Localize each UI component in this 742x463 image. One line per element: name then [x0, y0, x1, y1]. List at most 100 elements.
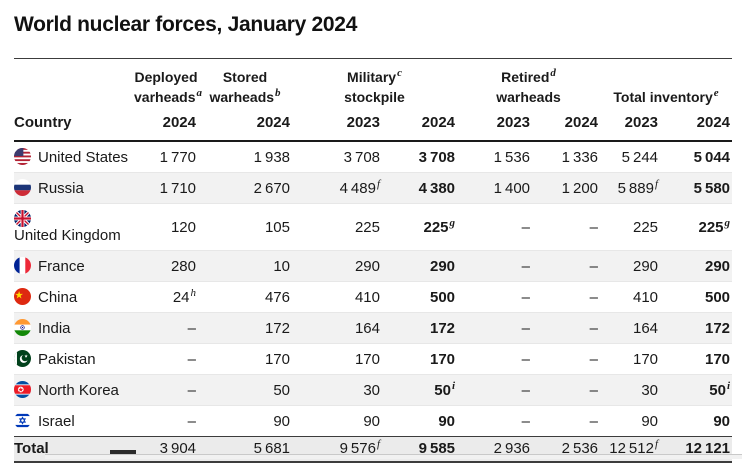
- value-cell: 476: [198, 281, 292, 313]
- value-cell: 3 708: [343, 148, 380, 166]
- flag-kp-icon: [14, 381, 38, 399]
- value-cell: 3 708: [418, 148, 456, 166]
- value-cell: 1 938: [253, 148, 290, 166]
- page-title: World nuclear forces, January 2024: [14, 13, 358, 36]
- value-cell: –: [532, 312, 601, 344]
- value-cell: 1 710: [134, 172, 198, 204]
- horizontal-scrollbar-track[interactable]: [45, 454, 742, 459]
- footnote-marker: a: [196, 86, 202, 99]
- nuclear-forces-table-page: World nuclear forces, January 2024 Deplo…: [0, 13, 742, 463]
- value-cell: 410: [600, 281, 661, 313]
- value-cell: 290: [292, 250, 382, 282]
- group-header-retired: Retiredd warheads: [496, 67, 561, 105]
- group-header-deployed: Deployed varheadsa: [134, 69, 202, 105]
- value-cell: 1 400: [457, 172, 533, 204]
- footnote-marker: h: [190, 286, 197, 299]
- footnote-marker: i: [451, 379, 456, 392]
- value-cell: 500: [382, 281, 458, 313]
- country-name: United Kingdom: [14, 227, 121, 245]
- year-header: 2024: [198, 110, 292, 143]
- group-header-spacer: [14, 59, 134, 111]
- country-name: Pakistan: [38, 351, 96, 369]
- year-header: 2024: [134, 110, 198, 143]
- value-cell: 1 770: [159, 148, 196, 166]
- value-cell: 280: [134, 250, 198, 282]
- value-cell: 172: [660, 312, 733, 344]
- country-cell: France: [14, 250, 134, 282]
- country-cell: China: [14, 281, 134, 313]
- table-row-pk: Pakistan –170 170 170– –170 170: [14, 343, 733, 375]
- value-cell: 290: [660, 250, 733, 282]
- value-cell: 225g: [382, 203, 458, 251]
- value-cell: –: [134, 405, 198, 437]
- group-header-military: Militaryc stockpile: [344, 67, 405, 105]
- country-name: France: [38, 258, 85, 276]
- table-row-fr: France 280 10 290 290– –290 290: [14, 250, 733, 282]
- value-cell: 225: [600, 203, 661, 251]
- value-cell: 90: [198, 405, 292, 437]
- value-cell: –: [532, 405, 601, 437]
- country-name: United States: [38, 149, 129, 167]
- value-cell: 170: [292, 343, 382, 375]
- year-header: 2024: [382, 110, 458, 143]
- value-cell: 90: [292, 405, 382, 437]
- country-cell: North Korea: [14, 374, 134, 406]
- value-cell: 225: [292, 203, 382, 251]
- year-header: 2023: [457, 110, 533, 143]
- footnote-marker: g: [449, 216, 456, 229]
- country-cell: India: [14, 312, 134, 344]
- table-row-ru: Russia 1 710 2 670 4 489f 4 380 1 400 1 200 5 8…: [14, 172, 733, 204]
- footnote-marker: f: [376, 438, 380, 451]
- value-cell: 170: [198, 343, 292, 375]
- value-cell: 30: [292, 374, 382, 406]
- table-row-uk: United Kingdom 120 105 225 225g – –225 225g: [14, 203, 733, 251]
- country-column-header: Country: [14, 110, 134, 143]
- value-cell: 24h: [134, 281, 198, 313]
- value-cell: –: [532, 250, 601, 282]
- value-cell: 4 489f: [292, 172, 382, 204]
- value-cell: –: [134, 312, 198, 344]
- flag-pk-icon: [14, 350, 38, 368]
- footnote-marker: g: [724, 216, 731, 229]
- country-cell: Russia: [14, 172, 134, 204]
- value-cell: 50i: [660, 374, 733, 406]
- flag-fr-icon: [14, 257, 38, 275]
- country-name: China: [38, 289, 78, 307]
- value-cell: –: [457, 312, 533, 344]
- value-cell: 170: [660, 343, 733, 375]
- value-cell: 290: [600, 250, 661, 282]
- footnote-marker: b: [275, 86, 281, 99]
- value-cell: –: [457, 281, 533, 313]
- footnote-marker: c: [397, 67, 402, 80]
- value-cell: 1 336: [561, 148, 599, 166]
- nuclear-forces-table: Deployed varheadsa Stored warheadsb Military…: [14, 58, 733, 463]
- year-header: 2023: [600, 110, 661, 143]
- table-row-cn: China 24h 476 410 500– –410 500: [14, 281, 733, 313]
- value-cell: 225g: [660, 203, 733, 251]
- country-cell: Pakistan: [14, 343, 134, 375]
- value-cell: –: [457, 203, 533, 251]
- footnote-marker: f: [654, 177, 659, 190]
- country-name: Russia: [38, 180, 84, 198]
- value-cell: 105: [198, 203, 292, 251]
- value-cell: 172: [198, 312, 292, 344]
- country-name: Israel: [38, 413, 75, 431]
- value-cell: –: [457, 250, 533, 282]
- value-cell: 90: [660, 405, 733, 437]
- footnote-marker: f: [376, 177, 380, 190]
- value-cell: –: [457, 405, 533, 437]
- horizontal-scrollbar-thumb[interactable]: [110, 450, 136, 454]
- value-cell: 2 670: [198, 172, 292, 204]
- table-row-us: United States 1 770 1 938 3 708 3 708 1 536 1 …: [14, 141, 732, 173]
- table-body: United States 1 770 1 938 3 708 3 708 1 536 1 …: [14, 141, 733, 437]
- value-cell: –: [532, 203, 601, 251]
- flag-us-icon: [14, 148, 38, 166]
- flag-ru-icon: [14, 179, 38, 197]
- value-cell: 1 536: [493, 148, 531, 166]
- value-cell: 290: [382, 250, 458, 282]
- value-cell: –: [457, 343, 533, 375]
- value-cell: 170: [600, 343, 661, 375]
- value-cell: 5 044: [693, 148, 731, 166]
- value-cell: –: [134, 343, 198, 375]
- footnote-marker: i: [726, 379, 731, 392]
